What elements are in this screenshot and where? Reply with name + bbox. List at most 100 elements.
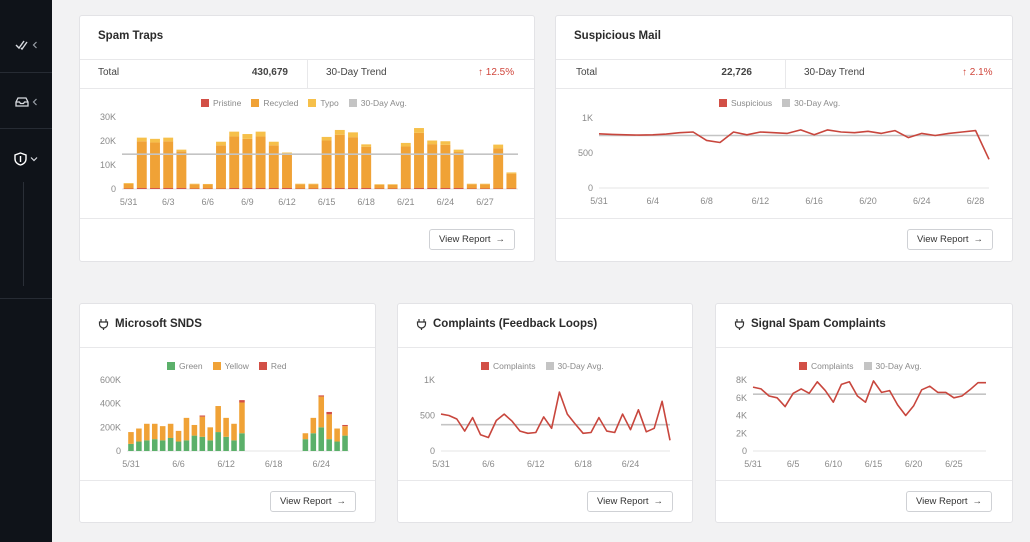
typo-swatch xyxy=(308,99,317,107)
chart-legend: Green Yellow Red xyxy=(167,361,286,371)
bar-pristine xyxy=(506,188,517,190)
sidebar-item-inbox[interactable] xyxy=(0,93,52,111)
bar-typo xyxy=(374,184,385,185)
total-label: Total xyxy=(98,67,120,78)
bar-recycled xyxy=(506,173,517,189)
bar-green xyxy=(151,439,158,451)
bar-recycled xyxy=(202,184,213,189)
bar-pristine xyxy=(202,188,213,190)
snds-title: Microsoft SNDS xyxy=(115,318,202,330)
bar-green xyxy=(334,441,340,451)
sidebar-item-security[interactable] xyxy=(0,150,52,168)
x-tick-label: 6/20 xyxy=(905,459,923,469)
bar-typo xyxy=(453,149,464,153)
bar-pristine xyxy=(466,188,477,190)
bar-recycled xyxy=(189,184,200,189)
bar-pristine xyxy=(414,188,424,189)
bar-typo xyxy=(387,184,398,185)
bar-typo xyxy=(255,131,266,137)
bar-recycled xyxy=(163,141,174,189)
sidebar xyxy=(0,0,52,542)
plug-icon xyxy=(98,319,109,330)
chevron-left-icon xyxy=(32,98,37,106)
bar-recycled xyxy=(150,142,160,189)
complaints-fbl-card: Complaints (Feedback Loops) Complaints 3… xyxy=(397,303,693,523)
view-report-button[interactable]: View Report → xyxy=(270,491,356,512)
x-tick-label: 6/8 xyxy=(700,196,713,206)
bar-yellow xyxy=(191,424,198,436)
view-report-label: View Report xyxy=(279,496,332,507)
bar-yellow xyxy=(136,428,142,442)
y-tick-label: 600K xyxy=(100,375,121,385)
inbox-icon xyxy=(14,97,29,107)
view-report-label: View Report xyxy=(596,496,649,507)
y-tick-label: 0 xyxy=(742,446,747,456)
bar-red xyxy=(239,400,245,403)
signal-spam-chart: 0 2K 4K 6K 8K 5/31 6/5 6/10 6/15 6/20 6/25 xyxy=(736,375,986,469)
bar-typo xyxy=(414,128,424,133)
x-tick-label: 6/12 xyxy=(278,197,296,207)
y-tick-label: 30K xyxy=(100,112,116,122)
divider xyxy=(80,347,375,348)
total-value: 22,726 xyxy=(721,67,752,78)
arrow-up-icon: ↑ xyxy=(962,67,967,78)
arrow-right-icon: → xyxy=(972,496,983,507)
bar-green xyxy=(159,440,166,451)
bar-pristine xyxy=(123,188,134,190)
snds-title-row: Microsoft SNDS xyxy=(98,318,202,330)
chart-legend: Complaints 30-Day Avg. xyxy=(481,361,604,371)
complaints-fbl-chart: 0 500 1K 5/31 6/6 6/12 6/18 6/24 xyxy=(420,375,671,469)
sidebar-divider xyxy=(0,128,52,129)
bar-green xyxy=(215,432,221,451)
bar-red xyxy=(342,424,348,427)
x-tick-label: 6/18 xyxy=(265,459,283,469)
bar-pristine xyxy=(493,188,504,190)
complaints-swatch xyxy=(799,362,807,370)
bar-green xyxy=(231,440,237,451)
total-label: Total xyxy=(576,67,598,78)
recycled-swatch xyxy=(251,99,260,107)
bar-typo xyxy=(466,183,477,185)
bar-pristine xyxy=(242,188,253,189)
view-report-button[interactable]: View Report → xyxy=(587,491,673,512)
bar-pristine xyxy=(361,188,372,189)
bar-green xyxy=(310,433,317,451)
sidebar-item-checks[interactable] xyxy=(0,36,52,54)
view-report-button[interactable]: View Report → xyxy=(906,491,992,512)
bar-yellow xyxy=(183,417,190,441)
divider xyxy=(80,480,375,481)
view-report-button[interactable]: View Report → xyxy=(429,229,515,250)
view-report-button[interactable]: View Report → xyxy=(907,229,993,250)
bar-yellow xyxy=(326,414,332,440)
x-tick-label: 6/10 xyxy=(825,459,843,469)
sidebar-divider xyxy=(0,298,52,299)
series-line-complaints xyxy=(440,391,671,441)
bar-pristine xyxy=(189,188,200,190)
bar-recycled xyxy=(308,184,319,189)
legend-complaints: Complaints xyxy=(493,361,536,371)
x-tick-label: 6/24 xyxy=(913,196,931,206)
bar-typo xyxy=(334,129,345,135)
trend-value: 2.1% xyxy=(969,67,993,78)
bar-yellow xyxy=(318,396,325,428)
x-tick-label: 6/24 xyxy=(437,197,455,207)
snds-card: Microsoft SNDS Green Yellow Red 0 200K 400… xyxy=(79,303,376,523)
red-swatch xyxy=(258,362,267,370)
x-tick-label: 5/31 xyxy=(432,459,450,469)
x-tick-label: 6/4 xyxy=(647,196,660,206)
x-tick-label: 6/6 xyxy=(482,459,495,469)
bar-pristine xyxy=(229,188,240,189)
suspicious-swatch xyxy=(719,99,727,107)
bar-recycled xyxy=(295,184,306,189)
spam-traps-chart: 0 10K 20K 30K 5/31 6/3 6/6 6/9 6/12 6/15 6/18 6/21 6… xyxy=(100,112,518,207)
bar-pristine xyxy=(136,188,147,189)
trend-label: 30-Day Trend xyxy=(326,67,387,78)
bar-typo xyxy=(308,183,319,185)
bar-green xyxy=(167,437,174,451)
bar-typo xyxy=(427,140,438,145)
bar-yellow xyxy=(223,417,229,437)
divider xyxy=(556,59,1012,60)
view-report-label: View Report xyxy=(438,234,491,245)
bar-recycled xyxy=(282,154,292,189)
arrow-right-icon: → xyxy=(973,234,984,245)
